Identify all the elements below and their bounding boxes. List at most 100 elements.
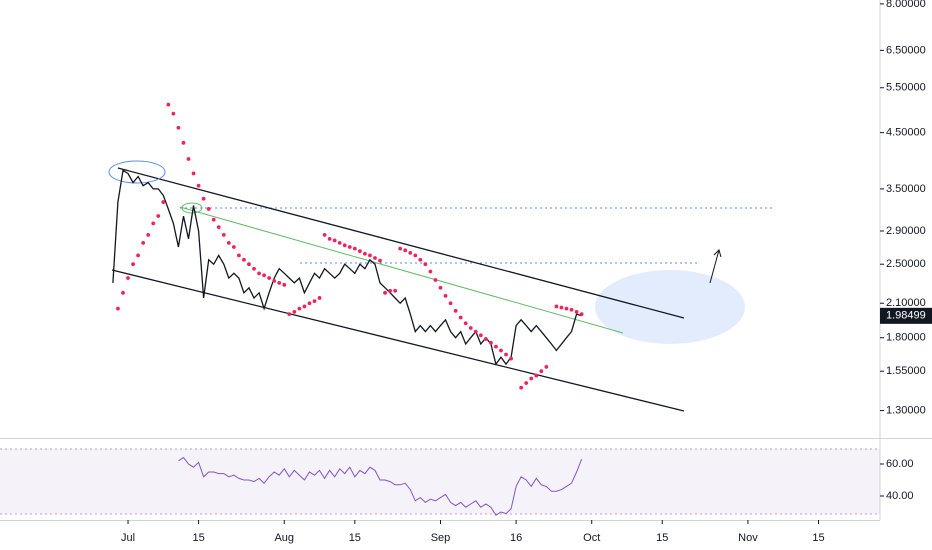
sar-dot bbox=[393, 288, 398, 293]
sar-dot bbox=[448, 301, 453, 306]
y-tick-label: 2.90000 bbox=[886, 225, 926, 237]
sar-dot bbox=[317, 296, 322, 300]
sar-dot bbox=[226, 240, 231, 245]
rsi-tick-label: 60.00 bbox=[886, 458, 914, 470]
sar-dot bbox=[489, 340, 493, 345]
sar-dot bbox=[131, 262, 135, 267]
sar-dot bbox=[378, 258, 382, 263]
sar-dot bbox=[544, 365, 549, 369]
sar-dot bbox=[529, 376, 534, 381]
y-tick-label: 6.50000 bbox=[886, 44, 926, 56]
sar-dot bbox=[327, 236, 332, 241]
sar-dot bbox=[473, 329, 478, 334]
sar-dot bbox=[287, 312, 292, 317]
sar-dot bbox=[347, 245, 352, 249]
x-tick-label: Jul bbox=[121, 532, 135, 544]
sar-dot bbox=[413, 253, 418, 258]
sar-dot bbox=[161, 200, 166, 204]
sar-dot bbox=[277, 280, 282, 285]
sar-dot bbox=[342, 243, 347, 248]
sar-dot bbox=[559, 305, 564, 310]
sar-dot bbox=[242, 257, 246, 262]
sar-dot bbox=[433, 278, 438, 282]
sar-dot bbox=[312, 299, 317, 304]
sar-dot bbox=[302, 304, 307, 309]
sar-dot bbox=[156, 214, 161, 218]
channel-top bbox=[117, 167, 685, 319]
sar-dot bbox=[282, 282, 287, 287]
sar-dot bbox=[352, 246, 357, 251]
sar-dot bbox=[534, 373, 539, 378]
y-tick-label: 5.50000 bbox=[886, 82, 926, 94]
sar-dot bbox=[408, 250, 413, 255]
sar-dot bbox=[478, 333, 483, 338]
marks: 8.00000 6.50000 5.50000 4.50000 3.50000 2.900… bbox=[112, 0, 932, 544]
sar-dot bbox=[231, 245, 236, 249]
sar-dot bbox=[257, 271, 261, 276]
sar-dot bbox=[146, 232, 151, 237]
sar-dot bbox=[509, 356, 513, 361]
sar-dot bbox=[383, 290, 387, 295]
sar-dot bbox=[368, 253, 372, 258]
sar-dot bbox=[247, 262, 251, 267]
current-price-marker bbox=[880, 307, 932, 324]
sar-dot bbox=[196, 183, 201, 188]
sar-dot bbox=[176, 125, 181, 130]
sar-dot bbox=[519, 385, 524, 390]
sar-dot bbox=[332, 238, 337, 243]
sar-dot bbox=[398, 246, 403, 251]
sar-dot bbox=[463, 321, 468, 326]
sar-dot bbox=[262, 273, 267, 278]
sar-dot bbox=[151, 221, 156, 226]
channel-bottom bbox=[111, 269, 685, 412]
sar-dot bbox=[403, 248, 408, 253]
arrow-head bbox=[713, 249, 722, 258]
sar-dot bbox=[337, 240, 342, 245]
y-tick-label: 1.80000 bbox=[886, 332, 926, 344]
sar-dot bbox=[438, 285, 443, 290]
sar-dot bbox=[191, 171, 196, 176]
sar-dot bbox=[458, 315, 463, 320]
sar-dot bbox=[272, 279, 277, 283]
sar-dot bbox=[292, 310, 297, 314]
x-tick-label: 15 bbox=[656, 532, 668, 544]
sar-dot bbox=[216, 225, 221, 230]
y-tick-label: 1.55000 bbox=[886, 365, 926, 377]
highlight-ellipse bbox=[108, 160, 166, 184]
sar-dot bbox=[453, 308, 458, 313]
y-tick-label: 1.30000 bbox=[886, 404, 926, 416]
sar-dot bbox=[483, 337, 488, 341]
sar-dot bbox=[499, 348, 503, 353]
y-tick-label: 8.00000 bbox=[886, 0, 926, 10]
sar-dot bbox=[539, 369, 544, 374]
sar-dot bbox=[141, 240, 146, 245]
sar-dot bbox=[494, 344, 498, 349]
sar-dot bbox=[307, 301, 312, 306]
sar-dot bbox=[423, 262, 428, 267]
y-tick-label: 4.50000 bbox=[886, 127, 926, 139]
sar-dot bbox=[221, 232, 226, 237]
sar-dot bbox=[579, 312, 584, 317]
sar-dot bbox=[443, 293, 448, 298]
x-tick-label: Aug bbox=[274, 532, 294, 544]
sar-dot bbox=[206, 207, 211, 211]
sar-dot bbox=[428, 269, 433, 274]
sar-dot bbox=[297, 306, 302, 311]
sar-dot bbox=[564, 306, 569, 311]
arrow bbox=[709, 249, 720, 284]
sar-dot bbox=[237, 253, 241, 258]
sar-dot bbox=[554, 304, 559, 309]
sar-dot bbox=[201, 196, 206, 201]
sar-dot bbox=[166, 102, 171, 107]
x-tick-label: Sep bbox=[431, 532, 451, 544]
sar-dot bbox=[186, 157, 191, 161]
x-tick-label: Nov bbox=[738, 532, 758, 544]
rsi-line bbox=[178, 456, 583, 516]
sar-dot bbox=[116, 306, 120, 311]
x-tick-label: 15 bbox=[812, 532, 824, 544]
sar-dot bbox=[322, 232, 327, 237]
sar-dot bbox=[504, 352, 508, 357]
sar-dot bbox=[136, 253, 140, 258]
